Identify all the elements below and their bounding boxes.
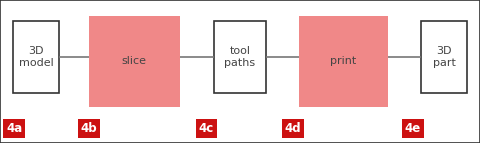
Text: 4d: 4d [285,122,301,135]
Bar [89,16,180,107]
Bar [299,16,387,107]
Text: 4b: 4b [81,122,97,135]
Text: 3D
model: 3D model [19,46,53,68]
Text: print: print [330,56,356,66]
Bar [214,21,266,93]
Bar [421,21,467,93]
Bar [13,21,59,93]
Text: slice: slice [122,56,147,66]
Text: 4e: 4e [405,122,421,135]
Text: 3D
part: 3D part [432,46,456,68]
Text: 4a: 4a [6,122,23,135]
Text: tool
paths: tool paths [225,46,255,68]
Text: 4c: 4c [199,122,214,135]
